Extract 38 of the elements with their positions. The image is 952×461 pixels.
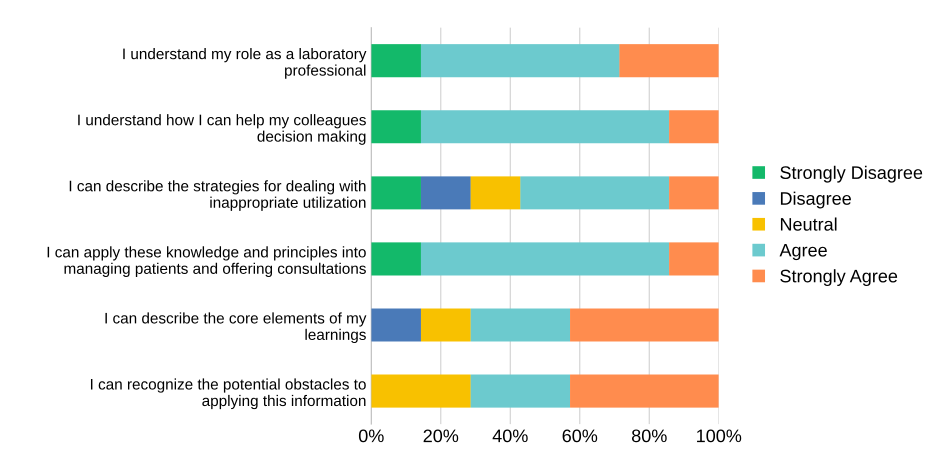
x-tick-label: 20% bbox=[424, 429, 458, 442]
bar bbox=[371, 374, 471, 408]
legend-label: Agree bbox=[780, 244, 827, 260]
bar bbox=[619, 44, 719, 78]
bar bbox=[420, 110, 670, 144]
bar bbox=[371, 110, 421, 144]
bar bbox=[420, 308, 471, 342]
bar bbox=[669, 242, 719, 276]
x-tick-label: 100% bbox=[697, 429, 742, 442]
legend-label: Strongly Agree bbox=[780, 269, 898, 286]
bar bbox=[669, 110, 719, 144]
y-tick-label: I understand my role as a laboratory professional bbox=[123, 48, 366, 79]
x-tick-label: 80% bbox=[632, 429, 667, 442]
bar bbox=[371, 176, 421, 210]
bar bbox=[570, 374, 719, 408]
bar bbox=[371, 44, 421, 78]
bar bbox=[520, 176, 670, 210]
bar bbox=[470, 374, 570, 408]
bar bbox=[669, 176, 719, 210]
bar bbox=[470, 308, 570, 342]
bar bbox=[371, 242, 421, 276]
bar bbox=[420, 44, 620, 78]
bar bbox=[371, 308, 421, 342]
y-tick-label: I understand how I can help my colleagues decision making bbox=[78, 114, 366, 145]
bar bbox=[420, 176, 471, 210]
x-tick-label: 60% bbox=[562, 429, 598, 442]
bar bbox=[470, 176, 520, 210]
bar bbox=[570, 308, 719, 342]
bar bbox=[420, 242, 670, 276]
y-tick-label: I can describe the core elements of my learnings bbox=[105, 312, 366, 344]
y-tick-label: I can describe the strategies for dealing with inappropriate utilization bbox=[70, 180, 366, 211]
legend-label: Neutral bbox=[780, 217, 836, 231]
x-tick-label: 40% bbox=[492, 429, 528, 442]
legend-label: Strongly Disagree bbox=[780, 166, 922, 183]
x-tick-label: 0% bbox=[358, 429, 384, 442]
y-tick-label: I can apply these knowledge and principles into managing patients and offering consultations bbox=[48, 246, 366, 277]
legend-label: Disagree bbox=[780, 192, 851, 208]
y-tick-label: I can recognize the potential obstacles to applying this information bbox=[90, 378, 366, 410]
